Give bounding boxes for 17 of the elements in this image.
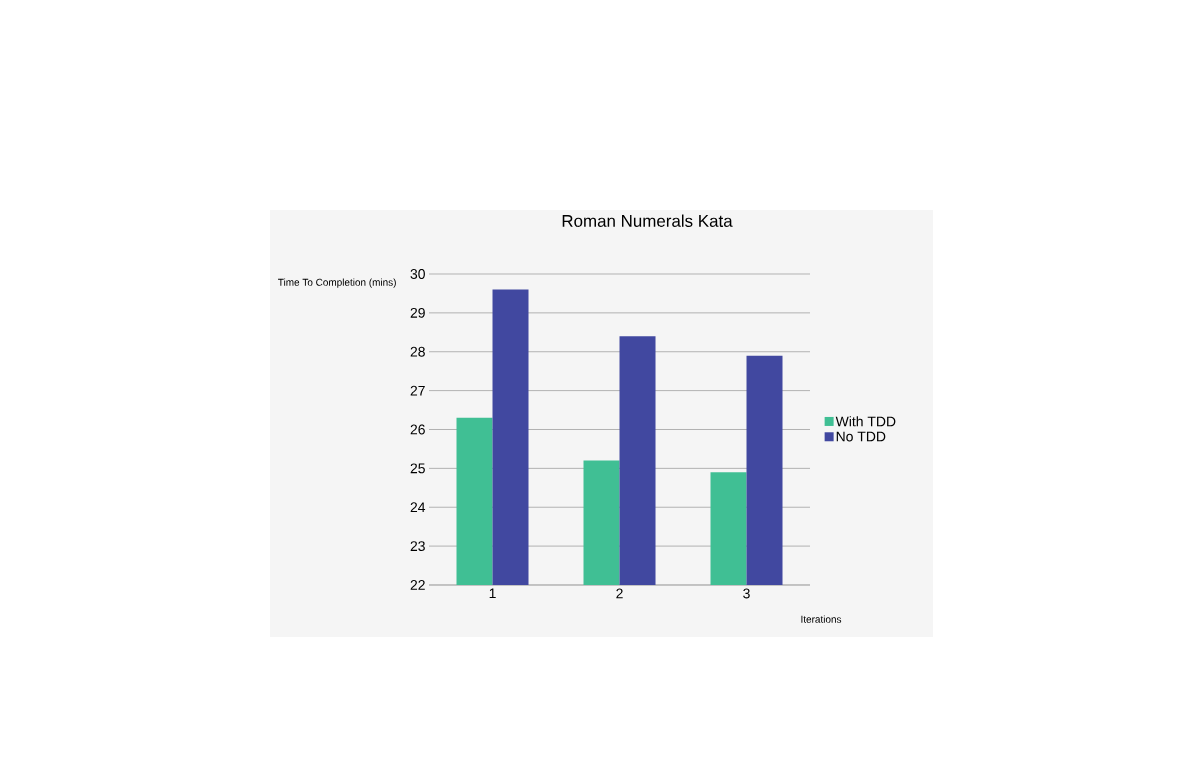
y-tick-label: 29 — [410, 307, 425, 318]
x-tick-label: 2 — [616, 588, 623, 599]
x-tick-label: 1 — [489, 588, 496, 599]
y-tick-label: 28 — [410, 346, 425, 357]
x-axis-title: Iterations — [801, 615, 842, 623]
y-tick-label: 27 — [410, 385, 425, 396]
y-tick-label: 24 — [410, 502, 426, 513]
y-tick-label: 25 — [410, 463, 425, 474]
y-axis-title: Time To Completion (mins) — [278, 278, 396, 288]
x-tick-label: 3 — [743, 588, 750, 599]
y-tick-label: 26 — [410, 424, 425, 435]
y-tick-label: 22 — [410, 580, 425, 590]
y-tick-label: 30 — [410, 269, 425, 279]
legend-label: No TDD — [836, 431, 886, 442]
chart-title: Roman Numerals Kata — [562, 214, 733, 227]
legend-label: With TDD — [835, 416, 896, 427]
y-tick-label: 23 — [410, 541, 425, 552]
